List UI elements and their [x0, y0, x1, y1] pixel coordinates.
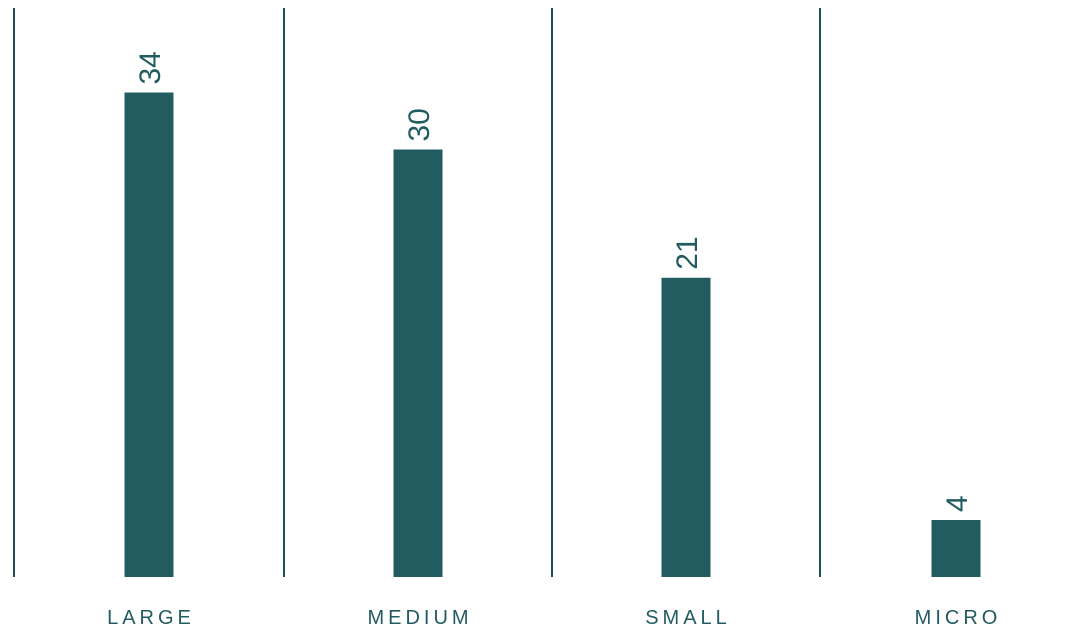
category-label-micro: MICRO [915, 607, 1002, 629]
category-label-small: SMALL [645, 607, 731, 629]
value-label-large: 34 [134, 51, 167, 84]
bar-medium [394, 150, 443, 578]
bar-large [125, 93, 174, 578]
category-label-large: LARGE [107, 607, 195, 629]
category-label-medium: MEDIUM [367, 607, 472, 629]
value-labels: 34 30 21 4 [134, 51, 974, 512]
value-label-small: 21 [671, 236, 704, 269]
category-labels: LARGE MEDIUM SMALL MICRO [107, 607, 1001, 629]
value-label-medium: 30 [403, 108, 436, 141]
value-label-micro: 4 [941, 495, 974, 512]
bar-small [662, 278, 711, 577]
bar-micro [932, 520, 981, 577]
